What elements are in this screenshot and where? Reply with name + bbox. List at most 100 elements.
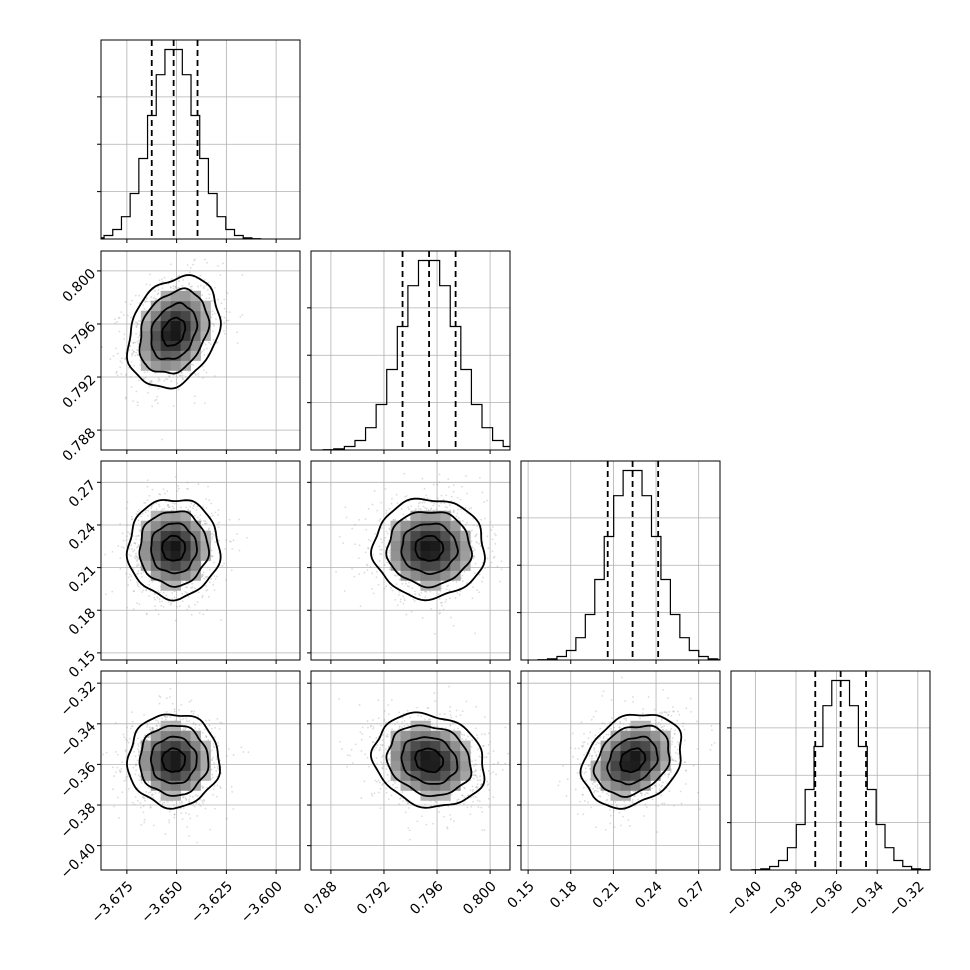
sample-point [158, 378, 161, 381]
sample-point [144, 511, 147, 514]
sample-point [210, 749, 213, 752]
y-tick-label-p1: 0.792 [60, 372, 100, 412]
sample-point [162, 488, 165, 491]
sample-point [189, 271, 191, 274]
sample-point [479, 775, 481, 778]
sample-point [199, 514, 202, 517]
sample-point [381, 734, 384, 736]
sample-point [217, 765, 219, 768]
sample-point [376, 763, 379, 765]
density-bin [410, 570, 421, 581]
sample-point [145, 739, 148, 742]
density-bin [160, 580, 172, 591]
density-bin [630, 760, 641, 771]
density-bin [170, 510, 181, 522]
sample-point [177, 388, 180, 391]
sample-point [375, 570, 378, 573]
density-bin [180, 340, 191, 351]
sample-point [195, 801, 198, 804]
sample-point [174, 619, 177, 622]
sample-point [445, 588, 448, 591]
sample-point [90, 794, 92, 796]
sample-point [150, 806, 152, 808]
sample-point [137, 748, 139, 750]
y-tick-label-p1: 0.796 [60, 319, 100, 359]
sample-point [173, 804, 175, 807]
density-bin [410, 780, 421, 791]
sample-point [591, 754, 594, 757]
sample-point [184, 590, 187, 593]
sample-point [142, 811, 145, 814]
sample-point [409, 716, 412, 719]
sample-point [219, 721, 222, 724]
sample-point [228, 518, 231, 521]
density-bin [400, 520, 411, 532]
density-bin [660, 740, 671, 751]
contour-level-0 [619, 747, 647, 774]
sample-point [380, 501, 383, 504]
sample-point [130, 725, 133, 728]
sample-point [407, 802, 409, 805]
sample-point [602, 737, 605, 740]
sample-point [121, 791, 124, 794]
sample-point [181, 600, 184, 603]
sample-point [440, 585, 443, 587]
density-bin [140, 320, 152, 331]
sample-point [130, 316, 132, 319]
sample-point [114, 722, 117, 724]
sample-point [161, 717, 163, 720]
sample-point [401, 791, 404, 793]
sample-point [582, 744, 584, 747]
density-bin [610, 760, 621, 771]
sample-point [136, 559, 139, 562]
sample-point [220, 302, 223, 305]
density-bin [410, 730, 421, 742]
sample-point [439, 590, 442, 593]
sample-point [206, 261, 208, 264]
sample-point [138, 751, 140, 754]
sample-point [587, 764, 590, 767]
sample-point [346, 766, 348, 768]
density-bin [420, 560, 431, 571]
density-bin [170, 340, 181, 351]
sample-point [370, 587, 373, 590]
sample-point [196, 601, 199, 604]
density-bin [640, 780, 651, 791]
density-bin [180, 530, 191, 541]
sample-point [198, 803, 200, 806]
sample-point [146, 479, 149, 481]
sample-point [388, 555, 391, 557]
sample-point [456, 496, 459, 499]
sample-point [165, 594, 168, 597]
sample-point [388, 527, 391, 530]
density-bin [440, 530, 451, 541]
sample-point [593, 747, 596, 749]
sample-point [205, 507, 208, 509]
density-bin [430, 540, 441, 551]
sample-point [647, 792, 649, 795]
density-bin [440, 550, 451, 561]
sample-point [171, 591, 174, 594]
sample-point [187, 508, 190, 511]
sample-point [123, 780, 126, 782]
sample-point [699, 808, 701, 811]
sample-point [213, 785, 216, 788]
sample-point [679, 790, 682, 793]
sample-point [629, 825, 631, 827]
sample-point [181, 818, 184, 820]
sample-point [135, 326, 138, 329]
sample-point [591, 755, 593, 758]
sample-point [424, 803, 427, 806]
sample-point [432, 822, 434, 825]
sample-point [166, 504, 169, 507]
density-bin [410, 770, 421, 781]
sample-point [177, 487, 180, 490]
sample-point [354, 743, 357, 746]
sample-point [480, 733, 483, 736]
density-bin [160, 530, 172, 541]
sample-point [401, 717, 404, 719]
sample-point [473, 770, 476, 773]
sample-point [395, 493, 398, 496]
sample-point [427, 718, 430, 721]
sample-point [376, 744, 379, 747]
